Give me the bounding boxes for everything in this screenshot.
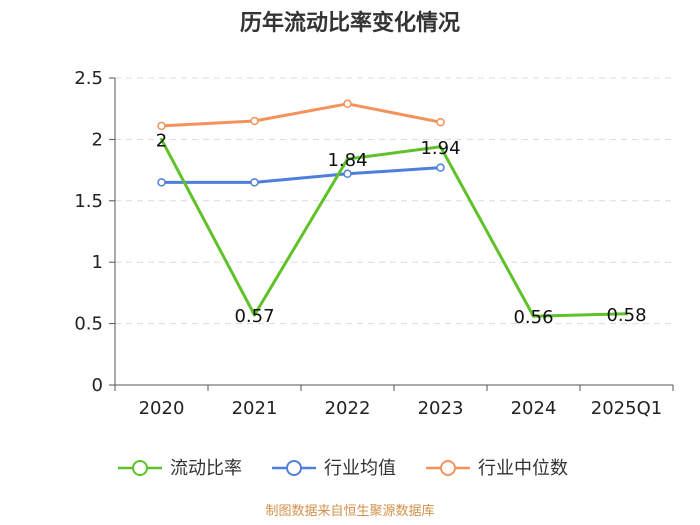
series-point-1 — [343, 169, 352, 179]
x-tick-label: 2022 — [325, 398, 371, 419]
data-label-layer: 2 0.57 1.84 1.94 0.56 0.58 — [156, 130, 647, 328]
series-layer — [157, 99, 628, 318]
y-tick-label: 0 — [92, 375, 103, 396]
legend-marker-icon — [286, 460, 302, 476]
source-note: 制图数据来自恒生聚源数据库 — [265, 503, 434, 519]
x-tick-label: 2024 — [511, 398, 557, 419]
series-point-1 — [436, 163, 445, 172]
legend-label: 流动比率 — [170, 458, 242, 479]
legend-label: 行业均值 — [324, 458, 396, 479]
series-point-1 — [250, 178, 259, 187]
y-tick-label: 2.5 — [74, 68, 103, 89]
legend-item-2[interactable]: 行业中位数 — [426, 458, 568, 479]
y-tick-label: 0.5 — [74, 314, 103, 335]
legend-marker-icon — [132, 460, 148, 476]
data-label: 0.57 — [234, 306, 274, 327]
legend-item-1[interactable]: 行业均值 — [272, 458, 396, 479]
y-tick-label: 1.5 — [74, 191, 103, 212]
data-label: 1.84 — [327, 150, 367, 171]
legend-marker-icon — [440, 460, 456, 476]
legend-label: 行业中位数 — [478, 458, 568, 479]
grid-layer — [115, 77, 673, 325]
series-point-2 — [250, 116, 259, 126]
series-line-1 — [160, 166, 442, 184]
legend: 流动比率 行业均值 行业中位数 — [118, 458, 568, 479]
x-tick-label: 2023 — [418, 398, 464, 419]
data-label: 0.56 — [513, 307, 553, 328]
data-label: 0.58 — [606, 305, 646, 326]
series-line-2 — [160, 102, 442, 128]
x-tick-label: 2021 — [232, 398, 278, 419]
x-tick-label: 2020 — [139, 398, 185, 419]
data-label: 1.94 — [420, 138, 460, 159]
legend-item-0[interactable]: 流动比率 — [118, 458, 242, 479]
data-label: 2 — [156, 130, 167, 151]
chart-title: 历年流动比率变化情况 — [240, 10, 460, 36]
series-point-2 — [436, 117, 445, 127]
axis-layer: 0 0.5 1 1.5 2 2.5 2020 2021 2022 2023 2024 2025Q1 — [74, 68, 674, 419]
series-point-2 — [157, 121, 166, 131]
y-tick-label: 1 — [92, 252, 103, 273]
series-line-0 — [160, 137, 628, 318]
x-tick-label: 2025Q1 — [591, 398, 662, 419]
y-tick-label: 2 — [92, 129, 103, 150]
series-point-1 — [157, 178, 166, 187]
series-point-2 — [343, 99, 352, 109]
